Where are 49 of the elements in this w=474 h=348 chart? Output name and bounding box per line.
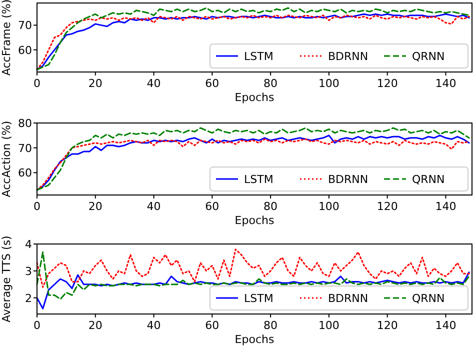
x-tick-label: 0 — [34, 200, 40, 213]
y-tick-label: 80 — [18, 117, 32, 130]
y-tick-label: 4 — [25, 238, 32, 251]
x-tick-label: 140 — [435, 77, 456, 90]
legend-label: LSTM — [244, 292, 274, 305]
legend-label: QRNN — [412, 50, 445, 63]
x-tick-label: 140 — [435, 319, 456, 332]
legend-label: BDRNN — [328, 292, 368, 305]
x-tick-label: 80 — [264, 200, 278, 213]
y-tick-label: 60 — [18, 166, 32, 180]
x-tick-label: 100 — [318, 77, 340, 90]
line-series — [36, 272, 470, 310]
x-axis-title: Epochs — [234, 333, 274, 346]
x-tick-label: 40 — [146, 319, 161, 332]
y-tick-label: 70 — [18, 142, 32, 155]
x-tick-label: 40 — [146, 77, 161, 90]
x-axis-title: Epochs — [234, 91, 274, 104]
x-tick-label: 20 — [88, 319, 102, 332]
legend-label: QRNN — [412, 173, 445, 186]
x-tick-label: 100 — [318, 319, 340, 332]
y-tick-label: 2 — [25, 292, 32, 305]
x-tick-label: 80 — [264, 77, 278, 90]
x-tick-label: 80 — [264, 319, 278, 332]
y-tick-label: 60 — [18, 44, 32, 57]
legend-label: LSTM — [244, 173, 274, 186]
x-axis-title: Epochs — [234, 214, 274, 227]
x-tick-label: 40 — [146, 200, 161, 213]
y-tick-label: 3 — [25, 264, 32, 278]
x-tick-label: 20 — [88, 200, 102, 213]
x-tick-label: 60 — [205, 319, 220, 332]
legend-label: QRNN — [412, 292, 445, 305]
x-tick-label: 0 — [34, 319, 40, 332]
y-axis-title: AccFrame (%) — [0, 0, 13, 76]
x-tick-label: 120 — [376, 77, 398, 90]
legend-label: BDRNN — [328, 173, 368, 186]
x-tick-label: 60 — [205, 200, 220, 213]
legend-label: BDRNN — [328, 50, 368, 63]
x-tick-label: 20 — [88, 77, 102, 90]
y-axis-title: Average TTS (s) — [0, 236, 13, 322]
y-axis-title: AccAction (%) — [0, 120, 13, 198]
x-tick-label: 60 — [205, 77, 220, 90]
x-tick-label: 120 — [376, 319, 398, 332]
x-tick-label: 100 — [318, 200, 340, 213]
x-tick-label: 120 — [376, 200, 398, 213]
legend-label: LSTM — [244, 50, 274, 63]
line-series — [36, 248, 470, 288]
x-tick-label: 140 — [435, 200, 456, 213]
x-tick-label: 0 — [34, 77, 40, 90]
y-tick-label: 70 — [18, 19, 32, 32]
